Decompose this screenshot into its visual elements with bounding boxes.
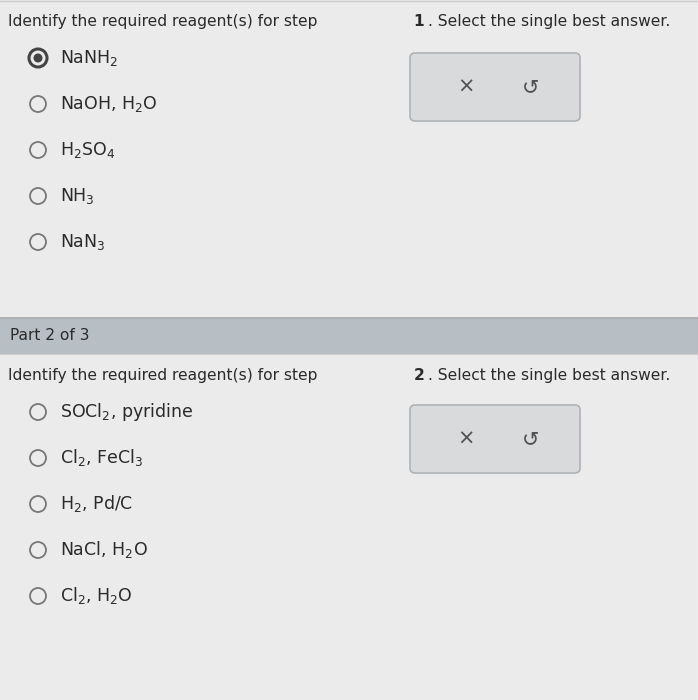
Text: Identify the required reagent(s) for step: Identify the required reagent(s) for ste… [8, 368, 322, 383]
FancyBboxPatch shape [0, 318, 698, 354]
Text: SOCl$_{2}$, pyridine: SOCl$_{2}$, pyridine [60, 401, 193, 423]
Text: Cl$_{2}$, FeCl$_{3}$: Cl$_{2}$, FeCl$_{3}$ [60, 447, 143, 468]
FancyBboxPatch shape [0, 0, 698, 318]
Text: 2: 2 [414, 368, 424, 383]
Text: ↺: ↺ [521, 77, 539, 97]
Text: 1: 1 [414, 14, 424, 29]
Text: NaOH, H$_{2}$O: NaOH, H$_{2}$O [60, 94, 158, 114]
FancyBboxPatch shape [410, 53, 580, 121]
FancyBboxPatch shape [410, 405, 580, 473]
Text: NaNH$_{2}$: NaNH$_{2}$ [60, 48, 118, 68]
Text: ↺: ↺ [521, 429, 539, 449]
Text: . Select the single best answer.: . Select the single best answer. [428, 368, 670, 383]
Text: Identify the required reagent(s) for step: Identify the required reagent(s) for ste… [8, 14, 322, 29]
Text: ×: × [457, 77, 475, 97]
Text: . Select the single best answer.: . Select the single best answer. [427, 14, 670, 29]
Text: H$_{2}$SO$_{4}$: H$_{2}$SO$_{4}$ [60, 140, 115, 160]
Text: H$_{2}$, Pd/C: H$_{2}$, Pd/C [60, 494, 133, 514]
Text: NaCl, H$_{2}$O: NaCl, H$_{2}$O [60, 540, 148, 561]
Circle shape [34, 53, 43, 62]
Text: Cl$_{2}$, H$_{2}$O: Cl$_{2}$, H$_{2}$O [60, 585, 133, 606]
Text: ×: × [457, 429, 475, 449]
Text: Part 2 of 3: Part 2 of 3 [10, 328, 89, 344]
FancyBboxPatch shape [0, 354, 698, 700]
Text: NaN$_{3}$: NaN$_{3}$ [60, 232, 105, 252]
Text: NH$_{3}$: NH$_{3}$ [60, 186, 94, 206]
